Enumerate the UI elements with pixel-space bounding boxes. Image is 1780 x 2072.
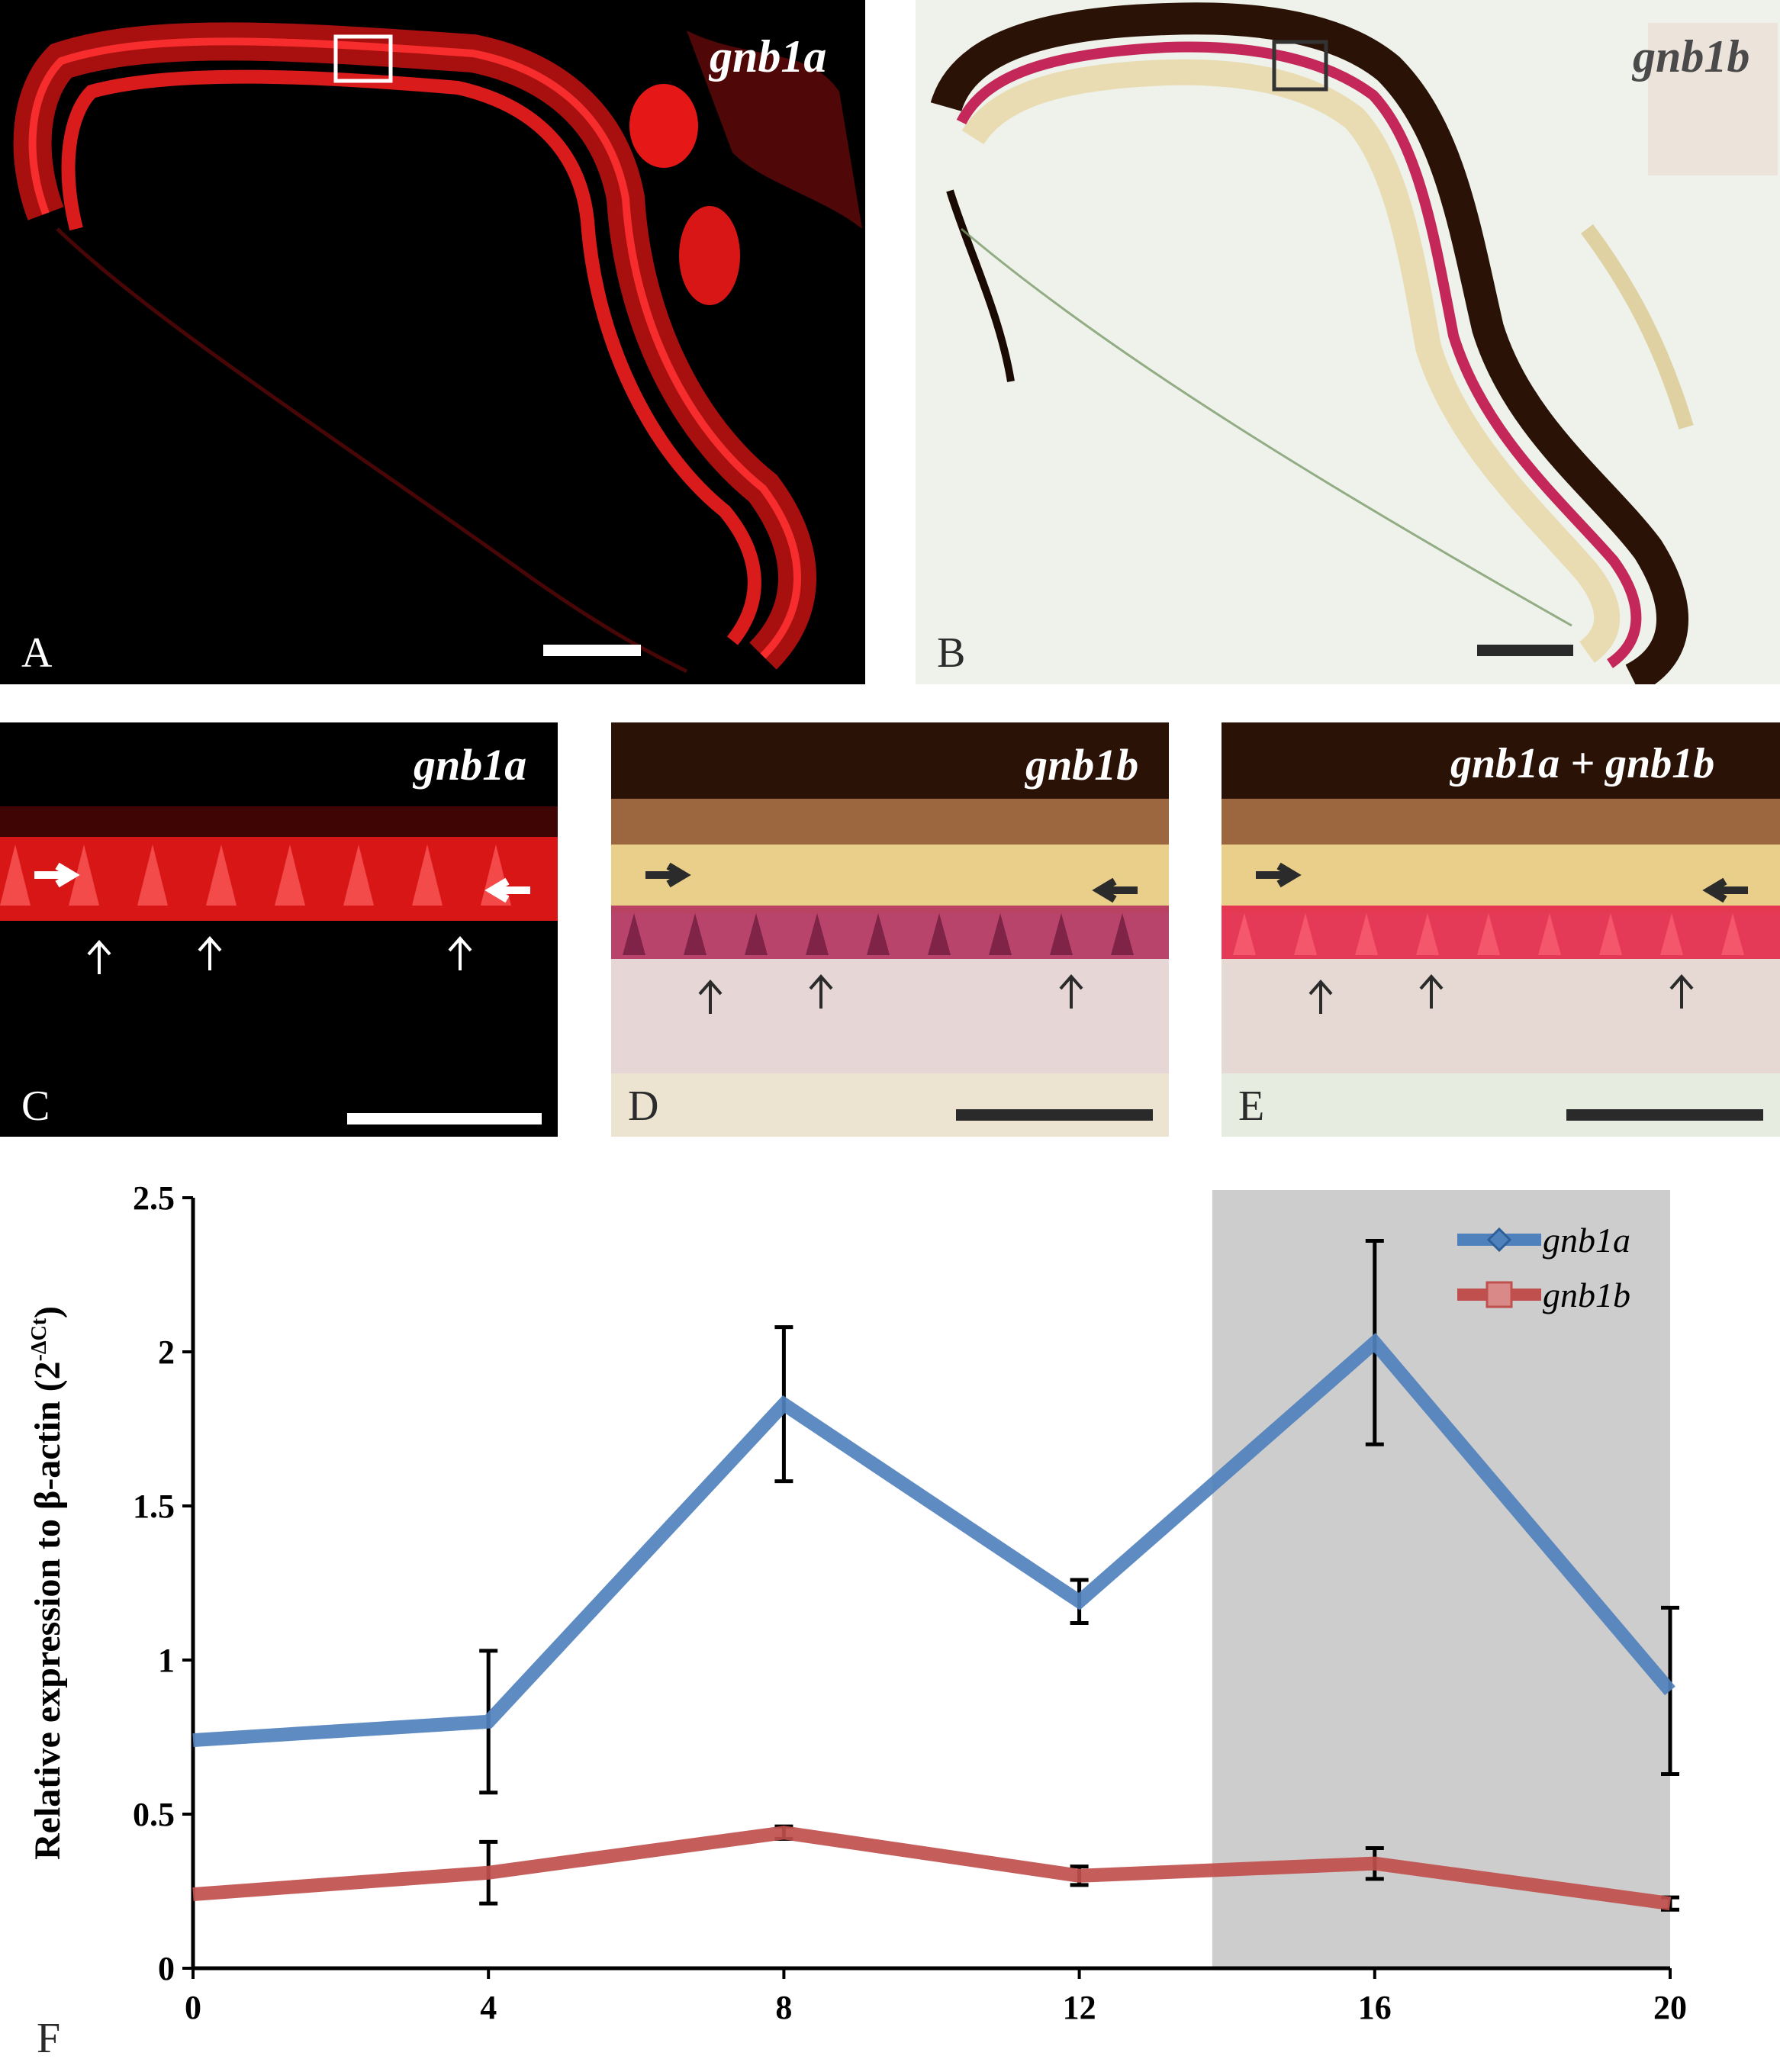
x-tick-label: 20 (1653, 1989, 1687, 2026)
panel-e: gnb1a + gnb1b E (1222, 722, 1780, 1137)
panel-e-merge-image (1222, 722, 1780, 1137)
panel-c-gene-label: gnb1a (414, 740, 527, 790)
x-tick-label: 16 (1358, 1989, 1392, 2026)
panel-c-open-arrow-1 (87, 939, 111, 974)
panel-d-gene-label: gnb1b (1025, 740, 1139, 790)
legend-marker (1486, 1227, 1512, 1253)
x-tick-label: 12 (1063, 1989, 1096, 2026)
y-tick-label: 0.5 (133, 1796, 175, 1833)
y-tick-label: 1.5 (133, 1488, 175, 1525)
panel-c-arrow-left (34, 862, 80, 888)
panel-d-open-arrow-3 (1059, 973, 1083, 1009)
x-tick-label: 0 (185, 1989, 201, 2026)
x-tick-label: 8 (775, 1989, 792, 2026)
panel-a-scale-bar (543, 645, 641, 656)
panel-c-arrow-right (484, 877, 530, 903)
panel-c: gnb1a C (0, 722, 558, 1137)
y-tick-label: 2 (158, 1334, 175, 1371)
panel-e-arrow-right (1702, 877, 1748, 903)
panel-f-letter: F (37, 2015, 60, 2062)
y-tick-label: 1 (158, 1642, 175, 1679)
legend-marker (1485, 1281, 1513, 1308)
panel-b-gene-label: gnb1b (1633, 31, 1750, 82)
panel-c-scale-bar (347, 1113, 542, 1124)
panel-b-inset-box (1272, 40, 1328, 92)
panel-b-scale-bar (1477, 645, 1573, 656)
panel-b-retina-image (930, 2, 1778, 684)
legend-label: gnb1b (1543, 1276, 1630, 1314)
panel-a-retina-image (13, 22, 862, 674)
series-gnb1b (192, 1824, 1679, 1912)
series-line-gnb1b (192, 1826, 1672, 1911)
panel-e-letter: E (1238, 1083, 1265, 1130)
panel-c-photoreceptor-image (0, 806, 558, 974)
series-line-gnb1a (192, 1333, 1675, 1748)
panel-d-open-arrow-1 (698, 979, 723, 1014)
panel-e-open-arrow-2 (1419, 973, 1444, 1009)
panel-e-scale-bar (1566, 1109, 1763, 1121)
panel-d-scale-bar (956, 1109, 1153, 1121)
panel-a-letter: A (21, 629, 53, 677)
panel-c-open-arrow-2 (198, 935, 222, 970)
panel-a-inset-box (333, 34, 393, 83)
panel-e-arrow-left (1256, 862, 1302, 888)
panel-e-open-arrow-3 (1669, 973, 1694, 1009)
panel-d-arrow-right (1092, 877, 1138, 903)
panel-d: gnb1b D (611, 722, 1169, 1137)
panel-d-open-arrow-2 (809, 973, 833, 1009)
dark-phase-shading (1212, 1190, 1670, 1968)
chart-legend: gnb1a gnb1b (1457, 1221, 1630, 1314)
panel-e-open-arrow-1 (1308, 979, 1333, 1014)
panel-f-line-chart: 0 0.5 1 1.5 2 2.5 0 4 8 12 16 20 Relative expressi… (27, 1179, 1687, 2062)
panel-a-gene-label: gnb1a (710, 31, 827, 82)
panel-c-open-arrow-3 (448, 935, 472, 970)
legend-label: gnb1a (1543, 1221, 1630, 1260)
panel-b: gnb1b B (916, 0, 1780, 684)
panel-e-gene-label: gnb1a + gnb1b (1450, 740, 1715, 787)
y-tick-label: 2.5 (133, 1179, 175, 1217)
panel-b-letter: B (937, 629, 966, 677)
panel-d-arrow-left (645, 862, 691, 888)
x-tick-label: 4 (480, 1989, 497, 2026)
panel-c-letter: C (21, 1083, 50, 1130)
y-axis-label: Relative expression to β-actin (2-ΔCt) (27, 1306, 68, 1860)
panel-d-photoreceptor-image (611, 722, 1169, 1137)
series-gnb1a (192, 1239, 1679, 1795)
y-tick-label: 0 (158, 1950, 175, 1987)
panel-d-letter: D (628, 1083, 659, 1130)
panel-a: gnb1a A (0, 0, 865, 684)
